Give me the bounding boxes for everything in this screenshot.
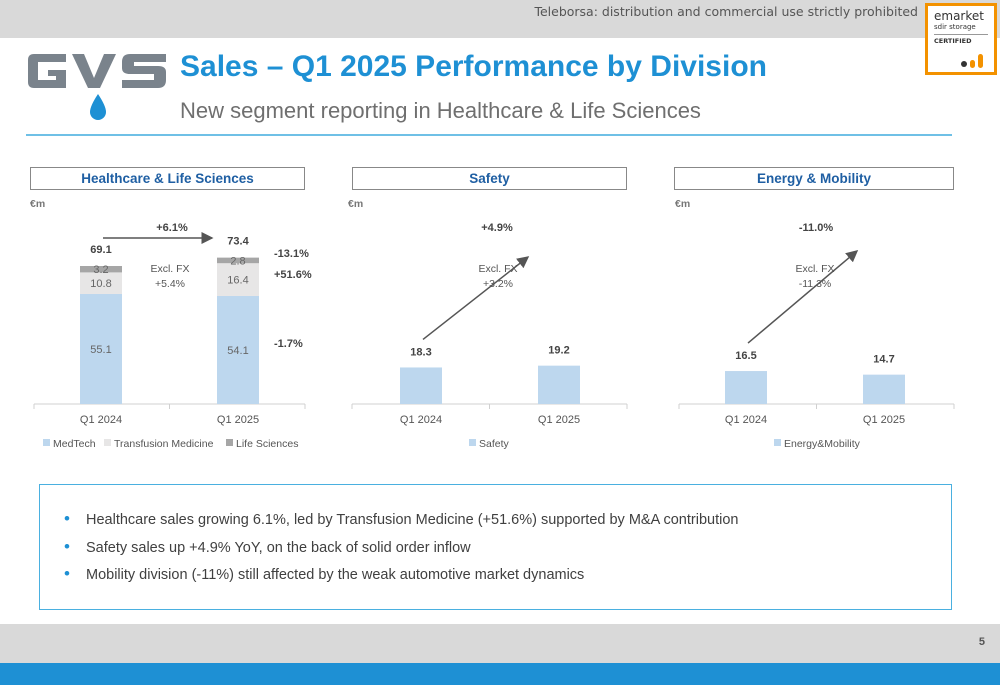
- chart-1-fx-note-line-2: +5.4%: [155, 278, 185, 290]
- chart-1-category-label-2: Q1 2025: [217, 414, 259, 426]
- chart-1-legend-swatch-2: [104, 439, 111, 446]
- chart-2-category-label-2: Q1 2025: [538, 414, 580, 426]
- chart-1-total-label-1: 69.1: [90, 244, 111, 256]
- chart-3-category-label-2: Q1 2025: [863, 414, 905, 426]
- chart-2-total-label-1: 18.3: [410, 346, 431, 358]
- division-charts: €m 55.1 10.8 3.2 69.1 Q1 2024 54.1 16.4 2.8 73.4 Q…: [30, 198, 955, 450]
- key-point-1: Healthcare sales growing 6.1%, led by Tr…: [62, 510, 951, 539]
- key-point-3: Mobility division (-11%) still affected …: [62, 565, 951, 594]
- chart-1-segment-change-3: -1.7%: [274, 338, 303, 350]
- chart-1-fx-note-line-1: Excl. FX: [150, 263, 189, 275]
- gvs-logo: [28, 54, 166, 120]
- badge-dots-icon: [961, 54, 983, 68]
- chart-2-bar-2-1: [538, 365, 580, 404]
- chart-2-growth-label: +4.9%: [481, 222, 513, 234]
- chart-3-legend-label-1: Energy&Mobility: [784, 438, 861, 450]
- chart-3-unit-label: €m: [675, 198, 690, 210]
- panel-heading-healthcare: Healthcare & Life Sciences: [30, 167, 305, 190]
- chart-3-category-label-1: Q1 2024: [725, 414, 767, 426]
- chart-1-bar-2-3: [217, 257, 259, 264]
- chart-1-legend-swatch-1: [43, 439, 50, 446]
- chart-1-bar-2-2: [217, 263, 259, 296]
- slide-title: Sales – Q1 2025 Performance by Division: [180, 50, 767, 83]
- chart-3-bar-2-1: [863, 374, 905, 404]
- chart-1-bar-1-3: [80, 266, 122, 273]
- chart-1-segment-change-1: -13.1%: [274, 248, 309, 260]
- chart-2-bar-1-1: [400, 367, 442, 404]
- chart-1-segment-label-1-2: 10.8: [90, 278, 111, 290]
- chart-1-legend-label-2: Transfusion Medicine: [114, 438, 214, 450]
- chart-1-bar-1-1: [80, 293, 122, 404]
- panel-heading-safety: Safety: [352, 167, 627, 190]
- emarket-certified-badge: emarket sdir storage CERTIFIED: [925, 3, 997, 75]
- chart-3-legend-swatch-1: [774, 439, 781, 446]
- chart-1-bar-1-2: [80, 272, 122, 294]
- chart-1-legend-label-1: MedTech: [53, 438, 96, 450]
- page-number: 5: [978, 636, 985, 648]
- disclaimer-text: Teleborsa: distribution and commercial u…: [534, 4, 918, 19]
- chart-3-growth-arrow: [747, 250, 859, 344]
- chart-3-bar-1-1: [725, 371, 767, 404]
- panel-heading-energy: Energy & Mobility: [674, 167, 954, 190]
- chart-2-fx-note-line-1: Excl. FX: [478, 263, 517, 275]
- footer-bar: [0, 624, 1000, 663]
- chart-2-legend-swatch-1: [469, 439, 476, 446]
- chart-1-segment-label-1-3: 3.2: [93, 264, 108, 276]
- footer-accent-bar: [0, 663, 1000, 685]
- chart-2-fx-note-line-2: +3.2%: [483, 278, 513, 290]
- chart-3-fx-note-line-2: -11.3%: [799, 278, 832, 290]
- chart-1-growth-label: +6.1%: [156, 222, 188, 234]
- chart-3-total-label-1: 16.5: [735, 350, 756, 362]
- chart-1-segment-change-2: +51.6%: [274, 269, 312, 281]
- key-points-box: Healthcare sales growing 6.1%, led by Tr…: [39, 484, 952, 610]
- badge-line-2: sdir storage: [934, 23, 976, 31]
- chart-3-growth-label: -11.0%: [799, 222, 833, 234]
- badge-line-3: CERTIFIED: [934, 34, 988, 45]
- chart-1-segment-label-2-3: 2.8: [230, 255, 245, 267]
- chart-1-segment-label-1-1: 55.1: [90, 344, 111, 356]
- chart-1-bar-2-1: [217, 295, 259, 404]
- chart-2-unit-label: €m: [348, 198, 363, 210]
- chart-3-fx-note-line-1: Excl. FX: [795, 263, 834, 275]
- title-divider: [26, 134, 952, 136]
- chart-2-category-label-1: Q1 2024: [400, 414, 442, 426]
- chart-1-category-label-1: Q1 2024: [80, 414, 122, 426]
- chart-2-growth-arrow: [422, 256, 530, 341]
- chart-1-total-label-2: 73.4: [227, 236, 249, 248]
- chart-3-total-label-2: 14.7: [873, 354, 894, 366]
- top-bar: Teleborsa: distribution and commercial u…: [0, 0, 1000, 38]
- chart-1-segment-label-2-2: 16.4: [227, 275, 248, 287]
- key-point-2: Safety sales up +4.9% YoY, on the back o…: [62, 538, 951, 567]
- chart-2-legend-label-1: Safety: [479, 438, 510, 450]
- chart-1-unit-label: €m: [30, 198, 45, 210]
- badge-line-1: emarket: [934, 9, 984, 23]
- chart-2-total-label-2: 19.2: [548, 345, 569, 357]
- slide-subtitle: New segment reporting in Healthcare & Li…: [180, 98, 701, 123]
- chart-1-legend-label-3: Life Sciences: [236, 438, 298, 450]
- chart-1-segment-label-2-1: 54.1: [227, 345, 248, 357]
- chart-1-legend-swatch-3: [226, 439, 233, 446]
